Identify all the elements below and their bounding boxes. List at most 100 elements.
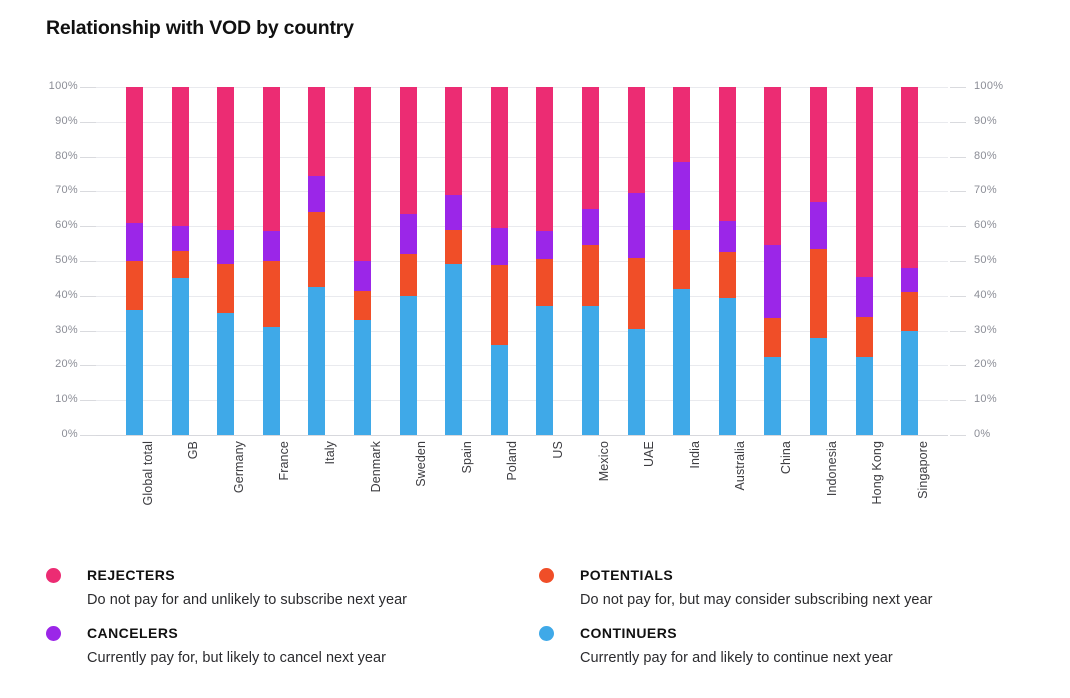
y-axis-tick-dash-right [950,191,966,193]
y-axis-tick-right: 100% [974,80,1004,92]
bar-denmark[interactable] [354,87,371,435]
y-axis-tick-right: 30% [974,323,997,336]
y-axis-tick-left: 30% [55,323,78,336]
bar-segment-potentials [399,254,417,296]
continuers-legend-dot [539,626,554,641]
y-axis-tick-left: 0% [61,428,78,440]
legend-item-potentials[interactable]: POTENTIALS Do not pay for, but may consid… [539,565,1036,612]
legend-item-label: CONTINUERS [580,625,678,641]
bar-germany[interactable] [217,87,235,435]
bar-spain[interactable] [445,87,463,435]
gridline [88,226,948,228]
bar-singapore[interactable] [901,87,919,435]
gridline [88,191,948,193]
bar-hong-kong[interactable] [855,87,873,435]
bar-poland[interactable] [490,87,508,435]
bar-segment-continuers [901,330,919,435]
bar-global-total[interactable] [126,87,143,435]
y-axis-tick-dash-right [950,365,966,367]
bar-segment-potentials [627,257,645,329]
bar-china[interactable] [764,87,782,435]
bar-segment-potentials [855,316,873,357]
cancelers-legend-dot [46,626,61,641]
y-axis-tick-dash-left [80,261,96,262]
y-axis-tick-dash-left [80,191,96,193]
bar-segment-rejecters [399,87,417,215]
y-axis-tick-left: 10% [55,393,78,406]
y-axis-tick-dash-right [950,295,966,297]
bar-mexico[interactable] [582,87,599,435]
legend-item-rejecters[interactable]: REJECTERS Do not pay for and unlikely to … [46,565,539,612]
y-axis-tick-dash-left [80,365,96,367]
bar-segment-continuers [217,313,235,435]
legend-item-cancelers[interactable]: CANCELERS Currently pay for, but likely t… [46,623,539,670]
gridline [88,330,948,332]
x-axis-label: Hong Kong [870,441,885,505]
y-axis-tick-left: 20% [55,358,78,371]
gridline [88,261,948,262]
bar-segment-rejecters [536,87,554,232]
y-axis-tick-dash-left [80,87,96,88]
bar-segment-continuers [126,309,143,435]
x-axis-label: Poland [505,441,520,481]
bar-segment-continuers [855,356,873,435]
x-axis-label: Indonesia [824,441,839,497]
y-axis-tick-dash-left [80,400,96,402]
legend-item-label: CANCELERS [87,625,179,641]
y-axis-tick-left: 70% [55,184,78,197]
x-axis-label: Germany [231,441,246,494]
bar-segment-continuers [582,306,599,435]
gridline [88,400,948,402]
bar-segment-cancelers [627,193,645,258]
bar-segment-cancelers [217,229,235,265]
page-title: Relationship with VOD by country [46,17,354,39]
bar-australia[interactable] [718,87,736,435]
bar-segment-cancelers [673,161,691,230]
bar-segment-rejecters [901,87,919,268]
bar-segment-continuers [718,297,736,435]
bar-segment-rejecters [627,87,645,194]
bar-segment-cancelers [262,231,280,262]
bar-uae[interactable] [627,87,645,435]
bar-segment-potentials [262,261,280,328]
bar-segment-cancelers [582,208,599,246]
legend-item-continuers[interactable]: CONTINUERS Currently pay for and likely t… [539,623,1036,670]
legend-item-description: Currently pay for and likely to continue… [580,650,893,666]
y-axis-tick-dash-right [950,226,966,228]
bar-segment-potentials [217,264,235,314]
bar-segment-continuers [536,306,554,435]
x-axis-label: Mexico [596,441,611,482]
x-axis-label: Italy [322,441,337,465]
bar-italy[interactable] [308,87,326,435]
y-axis-tick-dash-left [80,330,96,332]
bar-segment-cancelers [490,227,508,265]
bar-indonesia[interactable] [810,87,827,435]
bar-segment-cancelers [810,201,827,249]
bar-segment-potentials [673,229,691,289]
x-axis-label: Denmark [368,441,383,493]
bar-us[interactable] [536,87,554,435]
y-axis-tick-dash-right [950,87,966,88]
legend-item-description: Do not pay for and unlikely to subscribe… [87,592,408,608]
bar-segment-continuers [445,264,463,435]
bar-segment-cancelers [901,267,919,293]
bar-segment-cancelers [536,231,554,260]
bar-sweden[interactable] [399,87,417,435]
y-axis-tick-dash-right [950,156,966,158]
bar-india[interactable] [673,87,691,435]
y-axis-tick-right: 70% [974,184,997,197]
x-axis-label: France [277,441,292,481]
bar-segment-rejecters [262,87,280,232]
bar-france[interactable] [262,87,280,435]
legend-item-description: Do not pay for, but may consider subscri… [580,592,933,608]
y-axis-tick-dash-left [80,435,96,436]
bar-segment-continuers [627,328,645,435]
bar-gb[interactable] [171,87,189,435]
gridline [88,121,948,123]
y-axis-tick-left: 100% [48,80,78,92]
y-axis-tick-left: 90% [55,114,78,127]
x-axis-label: China [778,441,793,475]
x-axis-label: Spain [459,441,474,474]
y-axis-tick-left: 50% [55,254,78,266]
bar-segment-rejecters [764,87,782,246]
